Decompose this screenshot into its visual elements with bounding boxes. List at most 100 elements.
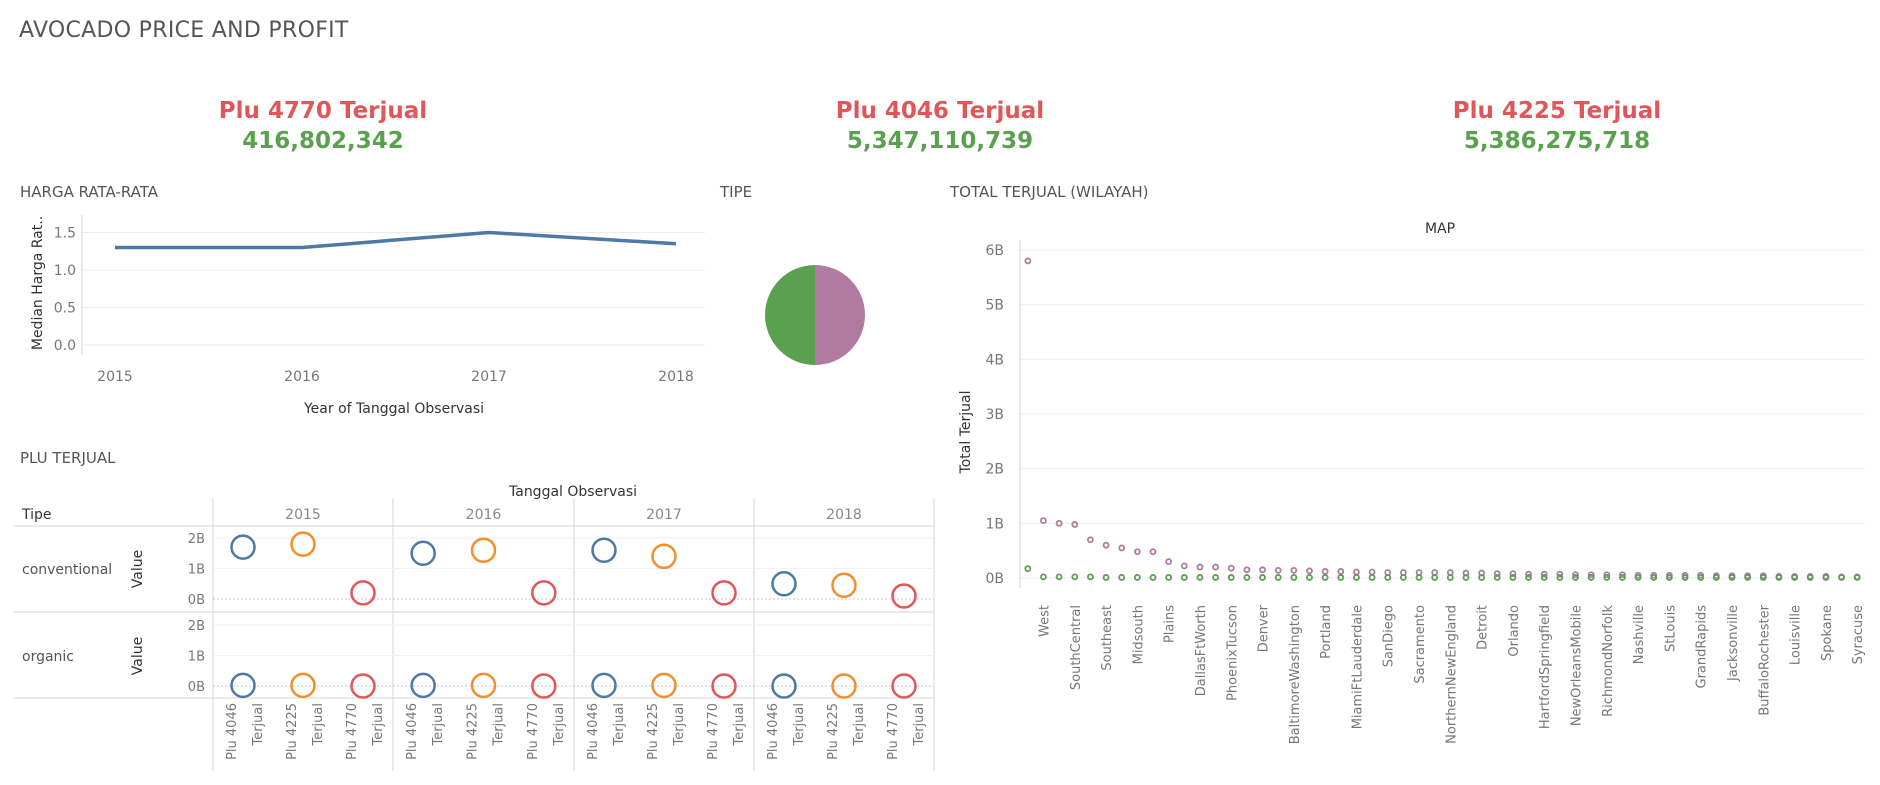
region-point-organic [1071, 573, 1079, 581]
x-tick-label: 2018 [658, 369, 694, 385]
y-tick-label: 2B [188, 619, 205, 634]
plu-mark [230, 534, 256, 560]
dashboard-title: AVOCADO PRICE AND PROFIT [19, 18, 349, 43]
region-point-conventional [1180, 562, 1188, 570]
median-price-line [115, 230, 677, 250]
region-label: Jacksonville [1726, 605, 1741, 682]
region-point-conventional [1071, 521, 1079, 528]
region-label: Spokane [1820, 605, 1835, 661]
plu-mark [470, 672, 497, 699]
region-label: BuffaloRochester [1757, 604, 1772, 715]
region-point-organic [1102, 574, 1110, 581]
region-point-organic [1040, 573, 1047, 581]
kpi-label: Plu 4225 Terjual [1452, 98, 1662, 124]
pie-slice-conventional [765, 265, 815, 365]
region-point-conventional [1118, 544, 1126, 552]
y-axis-label: Total Terjual [958, 391, 974, 475]
section-title-plu: PLU TERJUAL [20, 449, 116, 467]
region-point-conventional [1274, 566, 1282, 574]
region-point-organic [1853, 574, 1861, 581]
section-title-harga: HARGA RATA-RATA [20, 183, 159, 201]
region-point-conventional [1259, 566, 1266, 574]
y-tick-label: 6B [985, 243, 1004, 259]
region-label: Midsouth [1131, 605, 1146, 664]
region-point-organic [1180, 574, 1188, 581]
harga-line-chart: 0.0 0.5 1.0 1.5 Median Harga Rat.. 2015 2016 20… [30, 215, 705, 417]
measure-label: Plu 4770 Terjual [886, 703, 927, 760]
kpi-value: 5,347,110,739 [846, 128, 1034, 154]
region-label: StLouis [1663, 605, 1678, 652]
region-point-organic [1118, 574, 1126, 581]
y-tick-label: 5B [985, 298, 1004, 314]
region-label: Plains [1163, 605, 1178, 643]
kpi-value: 5,386,275,718 [1463, 128, 1651, 154]
region-point-organic [1572, 574, 1579, 581]
region-point-organic [1509, 574, 1517, 581]
region-point-conventional [1087, 536, 1094, 544]
region-point-organic [1024, 565, 1032, 573]
region-point-organic [1462, 574, 1470, 581]
plu-mark [531, 580, 557, 606]
plu-mark [831, 572, 857, 599]
region-label: Orlando [1507, 605, 1522, 657]
kpi-label: Plu 4046 Terjual [835, 98, 1045, 124]
plu-mark [531, 673, 557, 699]
plu-terjual-chart: Tanggal Observasi Tipe 2015 2016 2017 2018 con… [14, 484, 935, 771]
plu-mark [290, 531, 316, 557]
region-point-organic [1587, 574, 1595, 581]
region-point-organic [1665, 574, 1673, 581]
region-label: NorthernNewEngland [1444, 605, 1459, 744]
region-point-organic [1619, 574, 1626, 581]
region-point-organic [1525, 574, 1532, 581]
region-label: Nashville [1632, 605, 1647, 664]
region-point-organic [1478, 574, 1486, 581]
region-label: Portland [1319, 605, 1334, 659]
x-axis-label: Year of Tanggal Observasi [303, 401, 484, 417]
row-header-tipe: Tipe [21, 507, 52, 523]
y-tick-label: 0B [188, 680, 205, 695]
region-point-conventional [1306, 567, 1313, 575]
region-label: SanDiego [1382, 605, 1397, 667]
region-label: Denver [1257, 604, 1272, 652]
region-point-organic [1650, 574, 1658, 581]
plu-mark [410, 540, 436, 566]
x-tick-label: 2016 [284, 369, 320, 385]
region-label: Detroit [1476, 605, 1491, 650]
region-point-organic [1681, 574, 1689, 581]
section-title-tipe: TIPE [720, 183, 753, 201]
region-point-organic [1337, 574, 1345, 581]
region-point-conventional [1165, 558, 1173, 566]
region-label: DallasFtWorth [1194, 605, 1209, 696]
region-point-conventional [1587, 571, 1595, 579]
kpi-value: 416,802,342 [242, 128, 404, 154]
y-tick-label: 0.0 [54, 338, 76, 354]
region-point-organic [1744, 574, 1752, 581]
region-label: MiamiFtLauderdale [1350, 605, 1365, 729]
region-point-organic [1822, 574, 1830, 581]
region-point-organic [1431, 574, 1439, 581]
region-label: SouthCentral [1069, 605, 1084, 690]
row-label-organic: organic [22, 649, 74, 665]
region-point-organic [1149, 574, 1157, 581]
year-header: 2016 [466, 507, 502, 523]
region-point-organic [1353, 574, 1360, 581]
region-point-conventional [1024, 257, 1032, 265]
y-tick-label: 1.5 [54, 226, 76, 242]
region-label: BaltimoreWashington [1288, 605, 1303, 744]
plu-mark [350, 580, 376, 606]
region-point-conventional [1603, 571, 1611, 579]
plu-mark [651, 543, 677, 570]
y-tick-label: 2B [985, 462, 1004, 478]
y-tick-label: 4B [985, 352, 1004, 368]
y-tick-label: 3B [985, 407, 1004, 423]
region-point-organic [1259, 574, 1266, 581]
y-tick-label: 1B [985, 516, 1004, 532]
region-point-conventional [1556, 570, 1564, 578]
value-axis-label: Value [130, 637, 146, 675]
region-point-conventional [1368, 568, 1376, 576]
region-point-organic [1806, 574, 1814, 581]
region-point-conventional [1509, 570, 1517, 578]
region-label: Sacramento [1413, 605, 1428, 684]
year-header: 2018 [826, 507, 862, 523]
plu-mark [711, 580, 737, 606]
